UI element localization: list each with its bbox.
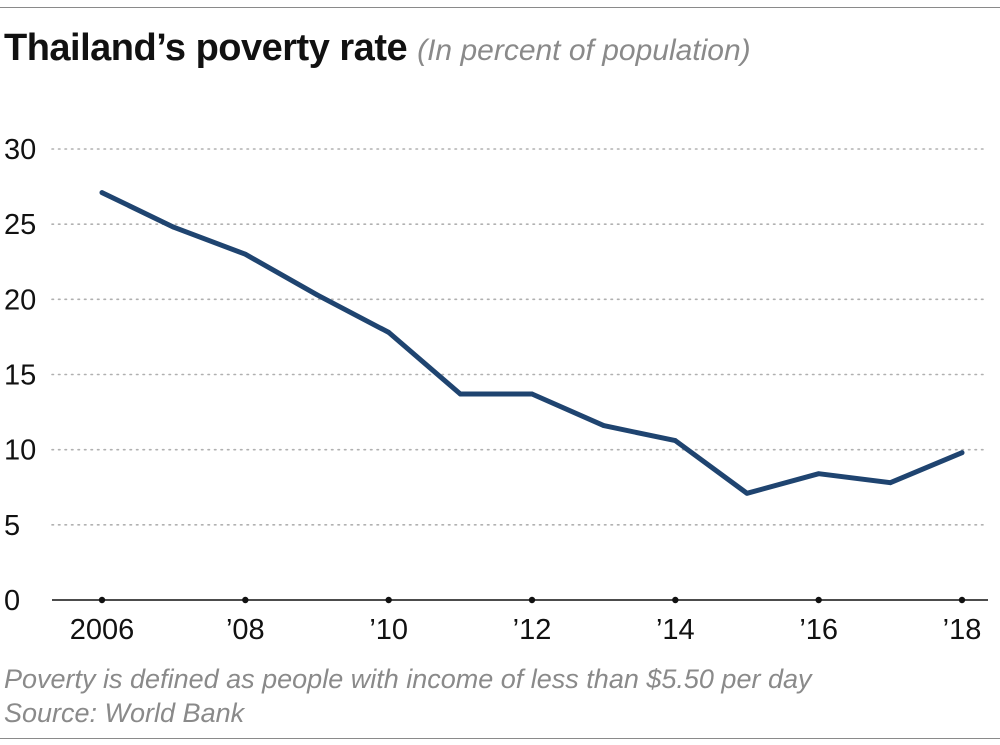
- gridlines: [51, 148, 989, 526]
- x-tick-label: ’16: [799, 614, 838, 646]
- x-tick-mark: [672, 596, 679, 604]
- x-tick-mark: [98, 596, 106, 604]
- y-tick-label: 30: [4, 134, 36, 166]
- source-note: Source: World Bank: [4, 698, 245, 728]
- top-rule: [0, 7, 1000, 8]
- x-tick-label: ’18: [943, 614, 982, 646]
- x-axis-tick-labels: 2006 ’08 ’10 ’12 ’14 ’16 ’18: [70, 614, 982, 646]
- data-point: [887, 480, 893, 486]
- x-tick-label: ’14: [656, 614, 695, 646]
- x-tick-mark: [385, 596, 392, 604]
- data-point: [816, 471, 822, 477]
- x-tick-mark: [958, 596, 966, 604]
- y-tick-label: 15: [4, 360, 36, 392]
- x-tick-label: ’08: [226, 614, 265, 646]
- bottom-rule: [0, 738, 1000, 739]
- y-tick-label: 10: [4, 435, 36, 467]
- chart-notes: Poverty is defined as people with income…: [4, 662, 811, 730]
- y-tick-label: 0: [4, 585, 20, 617]
- y-tick-label: 20: [4, 284, 36, 316]
- data-point: [672, 438, 678, 444]
- x-tick-label: ’10: [369, 614, 408, 646]
- chart-header: Thailand’s poverty rate (In percent of po…: [4, 24, 751, 80]
- data-point: [171, 224, 177, 230]
- series-line-0: [99, 190, 965, 496]
- data-point: [601, 423, 607, 429]
- data-point: [529, 391, 535, 397]
- data-point: [314, 292, 320, 298]
- data-point: [744, 490, 750, 496]
- x-tick-label: 2006: [70, 614, 135, 646]
- definition-note: Poverty is defined as people with income…: [4, 664, 812, 694]
- series-lines: [99, 190, 965, 496]
- y-axis-tick-labels: 0 5 10 15 20 25 30: [4, 134, 36, 617]
- data-point: [457, 391, 463, 397]
- x-tick-mark: [815, 596, 822, 604]
- x-axis: [52, 596, 988, 604]
- data-point: [959, 450, 965, 456]
- data-point: [99, 190, 105, 195]
- x-tick-label: ’12: [513, 614, 552, 646]
- chart-subtitle: (In percent of population): [417, 34, 751, 67]
- poverty-line-chart: 0 5 10 15 20 25 30 2006 ’08 ’10 ’12 ’14 ’16 ’18: [4, 134, 989, 646]
- data-point: [242, 251, 248, 257]
- x-tick-mark: [242, 596, 249, 604]
- data-point: [386, 330, 392, 335]
- chart-title: Thailand’s poverty rate: [4, 27, 408, 69]
- y-tick-label: 25: [4, 209, 36, 241]
- x-tick-mark: [528, 596, 536, 604]
- y-tick-label: 5: [4, 510, 20, 542]
